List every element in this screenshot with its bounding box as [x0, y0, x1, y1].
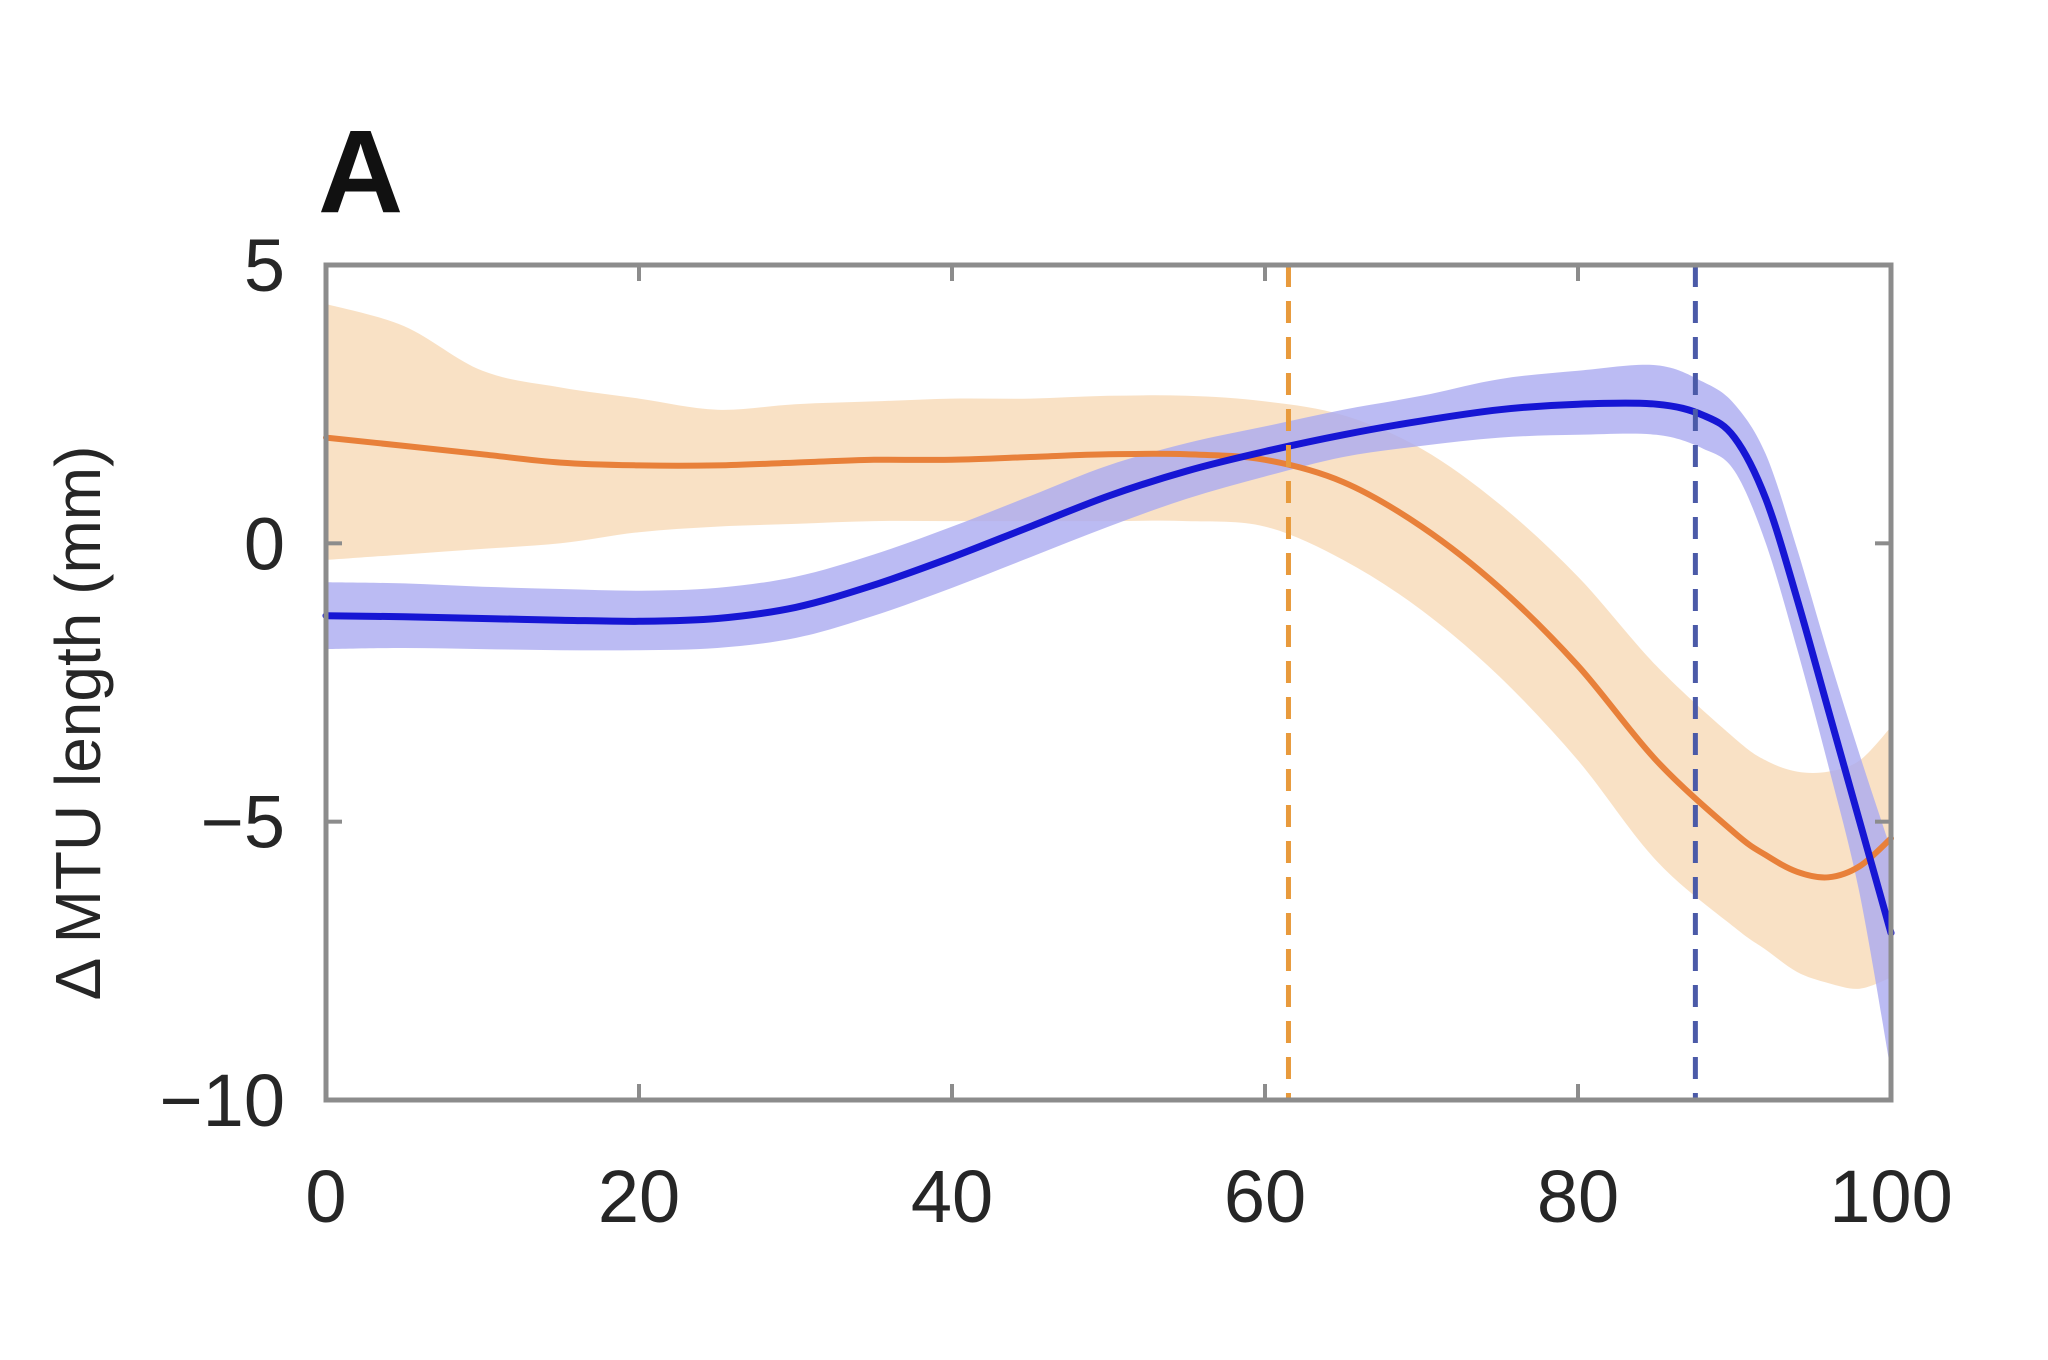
y-ticks: 5 0 −5 −10: [159, 224, 1891, 1142]
confidence-bands: [326, 304, 1891, 1073]
panel-label: A: [318, 106, 403, 238]
x-tick-label: 100: [1829, 1155, 1952, 1238]
x-tick-label: 80: [1537, 1155, 1619, 1238]
y-tick-label: −10: [159, 1059, 285, 1142]
y-tick-label: 5: [244, 224, 285, 307]
x-tick-label: 0: [305, 1155, 346, 1238]
x-tick-label: 60: [1224, 1155, 1306, 1238]
y-tick-label: 0: [244, 502, 285, 585]
y-tick-label: −5: [201, 781, 285, 864]
y-axis-title: Δ MTU length (mm): [42, 446, 114, 1001]
series-lines: [322, 399, 1895, 937]
confidence-band-1: [326, 304, 1891, 989]
x-tick-label: 40: [911, 1155, 993, 1238]
x-tick-label: 20: [598, 1155, 680, 1238]
x-ticks: 0 20 40 60 80 100: [305, 265, 1953, 1238]
plot-frame: [323, 262, 1894, 1103]
series-line-2: [322, 399, 1895, 937]
reference-lines: [1285, 265, 1698, 1100]
